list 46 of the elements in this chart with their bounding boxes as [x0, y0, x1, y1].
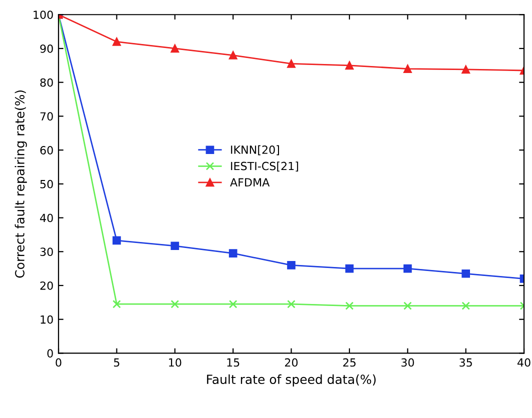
- x-tick-label: 40: [517, 358, 530, 367]
- point: [345, 264, 354, 273]
- point: [228, 249, 238, 258]
- point: [403, 302, 412, 310]
- point: [287, 60, 296, 68]
- point: [170, 44, 180, 53]
- point: [112, 236, 121, 245]
- x-axis-title: Fault rate of speed data(%): [207, 374, 376, 386]
- x-tick-label: 20: [285, 358, 298, 367]
- point: [228, 51, 238, 60]
- x-tick-label: 10: [169, 358, 182, 367]
- y-axis-title: Correct fault repairing rate(%): [14, 90, 27, 278]
- y-tick-label: 100: [34, 10, 53, 20]
- point: [345, 61, 354, 70]
- point: [112, 300, 121, 308]
- point: [170, 242, 180, 250]
- y-tick-label: 40: [40, 214, 53, 222]
- point: [345, 302, 354, 310]
- y-tick-label: 20: [40, 281, 53, 290]
- x-tick-label: 0: [56, 358, 62, 367]
- point: [403, 64, 412, 73]
- y-tick-label: 70: [40, 112, 53, 121]
- point: [287, 261, 296, 270]
- point: [228, 300, 238, 308]
- x-tick-label: 25: [343, 358, 356, 367]
- y-tick-label: 80: [40, 78, 53, 87]
- y-tick-label: 10: [40, 315, 53, 324]
- legend-label: AFDMA: [230, 178, 270, 186]
- legend-label: IKNN[20]: [231, 145, 280, 156]
- point: [462, 65, 470, 74]
- point: [287, 300, 296, 308]
- point: [462, 269, 470, 278]
- x-tick-label: 35: [460, 358, 472, 367]
- point: [403, 264, 412, 273]
- y-tick-label: 0: [47, 349, 53, 358]
- y-tick-label: 30: [40, 248, 53, 256]
- y-tick-label: 60: [40, 146, 53, 154]
- point: [170, 300, 180, 308]
- x-tick-label: 5: [114, 358, 120, 367]
- x-tick-label: 30: [401, 358, 414, 367]
- y-tick-label: 50: [40, 180, 53, 188]
- point: [112, 38, 121, 46]
- y-tick-label: 90: [40, 44, 53, 53]
- legend-label: IESTI-CS[21]: [231, 162, 298, 172]
- point: [462, 302, 470, 310]
- x-tick-label: 15: [227, 358, 240, 367]
